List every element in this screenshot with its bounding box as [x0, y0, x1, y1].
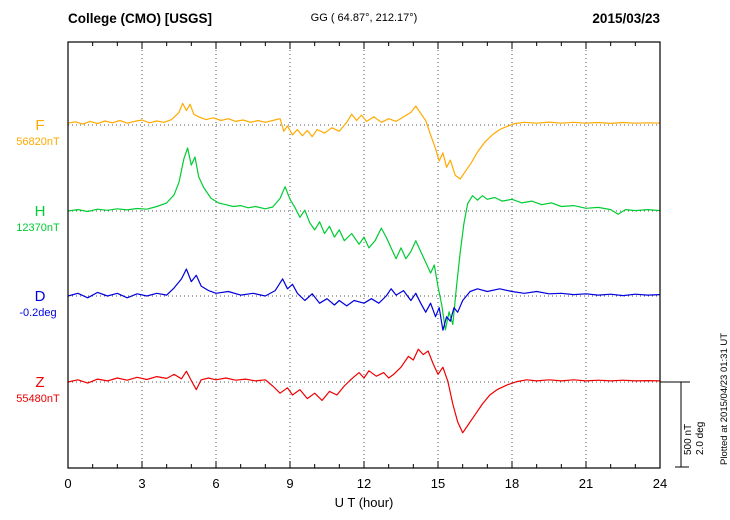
plot-date: 2015/03/23	[592, 11, 660, 26]
trace-value-Z: 55480nT	[16, 393, 60, 405]
trace-value-F: 56820nT	[16, 136, 60, 148]
x-tick-label: 18	[505, 476, 519, 491]
trace-letter-D: D	[35, 288, 46, 305]
trace-letter-Z: Z	[35, 374, 44, 391]
x-axis-label: U T (hour)	[335, 495, 394, 510]
x-tick-label: 9	[286, 476, 293, 491]
x-tick-label: 15	[431, 476, 445, 491]
trace-value-H: 12370nT	[16, 222, 60, 234]
trace-letter-H: H	[35, 203, 46, 220]
trace-Z	[67, 348, 661, 434]
x-tick-label: 3	[138, 476, 145, 491]
x-tick-label: 0	[64, 476, 71, 491]
trace-layer: F 56820nT H 12370nT D -0.2deg Z 55480nT	[16, 102, 661, 434]
trace-D	[67, 268, 661, 331]
scale-bar-value-deg: 2.0 deg	[695, 422, 706, 455]
trace-H	[67, 147, 661, 331]
plotted-at-note: Plotted at 2015/04/23 01:31 UT	[719, 333, 730, 465]
grid-layer	[68, 42, 660, 468]
scale-bar-value-nt: 500 nT	[683, 424, 694, 455]
x-tick-label: 21	[579, 476, 593, 491]
x-tick-label: 12	[357, 476, 371, 491]
geographic-coords: GG ( 64.87°, 212.17°)	[311, 12, 418, 24]
trace-value-D: -0.2deg	[19, 307, 56, 319]
plot-frame	[67, 41, 661, 469]
trace-letter-F: F	[35, 117, 44, 134]
trace-F	[67, 102, 661, 180]
axis-layer: 0 3 6 9 12 15 18 21 24	[64, 42, 667, 491]
scale-bracket	[660, 381, 690, 468]
x-tick-label: 6	[212, 476, 219, 491]
station-title: College (CMO) [USGS]	[68, 11, 212, 26]
x-tick-label: 24	[653, 476, 667, 491]
